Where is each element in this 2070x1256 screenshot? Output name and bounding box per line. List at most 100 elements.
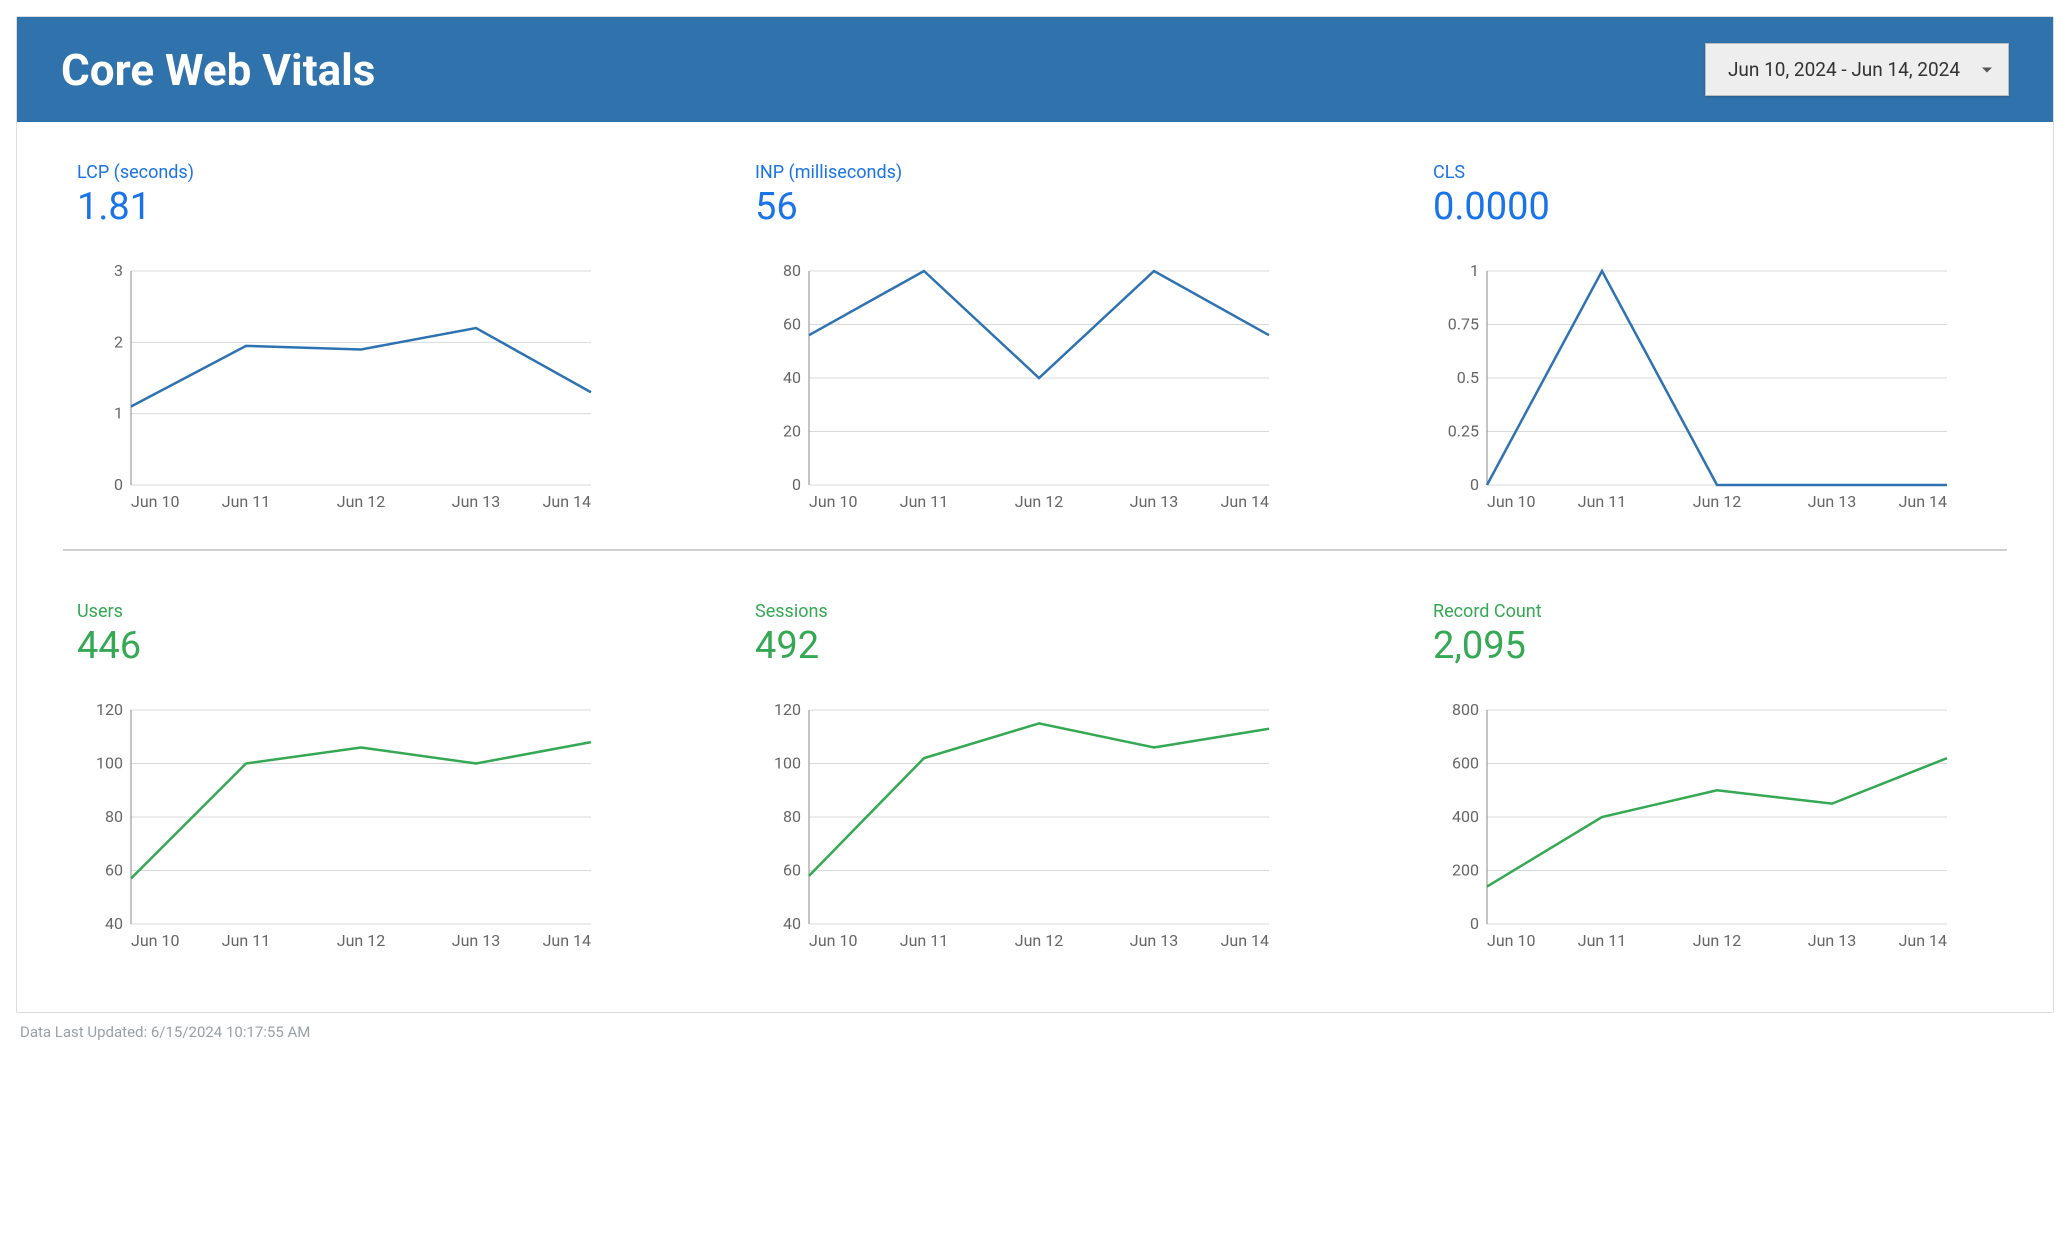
inp-value: 56 bbox=[755, 185, 1315, 229]
sessions-ytick: 80 bbox=[783, 807, 801, 826]
users-xtick: Jun 13 bbox=[452, 931, 500, 950]
inp-ytick: 80 bbox=[783, 263, 801, 280]
cls-xtick: Jun 11 bbox=[1578, 492, 1626, 511]
lcp-line bbox=[131, 328, 591, 406]
cls-ytick: 0.5 bbox=[1457, 368, 1479, 387]
users-xtick: Jun 10 bbox=[131, 931, 179, 950]
lcp-ytick: 3 bbox=[114, 263, 123, 280]
record-count-label: Record Count bbox=[1433, 601, 1993, 622]
page-title: Core Web Vitals bbox=[61, 44, 375, 96]
users-ytick: 60 bbox=[105, 861, 123, 880]
metric-row-vitals: LCP (seconds) 1.81 0 1 2 3 Jun 10 Jun 11 Jun 1… bbox=[37, 162, 2033, 513]
inp-xtick: Jun 13 bbox=[1130, 492, 1178, 511]
sessions-value: 492 bbox=[755, 624, 1315, 668]
inp-ytick: 60 bbox=[783, 315, 801, 334]
inp-chart-wrap: 0 20 40 60 80 Jun 10 Jun 11 Jun 12 Jun 13 Jun 14 bbox=[755, 263, 1275, 513]
record-count-value: 2,095 bbox=[1433, 624, 1993, 668]
dashboard-card: Core Web Vitals Jun 10, 2024 - Jun 14, 2… bbox=[16, 16, 2054, 1013]
record-count-xtick: Jun 11 bbox=[1578, 931, 1626, 950]
cls-xtick: Jun 10 bbox=[1487, 492, 1535, 511]
metric-row-engagement: Users 446 406080100120Jun 10Jun 11Jun 12… bbox=[37, 601, 2033, 952]
record-count-chart-wrap: 0 200 400 600 800 Jun 10 Jun 11 Jun 12 Jun 13 Jun… bbox=[1433, 702, 1953, 952]
users-ytick: 40 bbox=[105, 914, 123, 933]
sessions-xtick: Jun 13 bbox=[1130, 931, 1178, 950]
inp-ytick: 20 bbox=[783, 422, 801, 441]
cls-ytick: 1 bbox=[1470, 263, 1479, 280]
sessions-ytick: 100 bbox=[774, 754, 801, 773]
lcp-ytick: 0 bbox=[114, 475, 123, 494]
record-count-ytick: 400 bbox=[1452, 807, 1479, 826]
record-count-line bbox=[1487, 758, 1947, 886]
lcp-xtick: Jun 11 bbox=[222, 492, 270, 511]
inp-xtick: Jun 14 bbox=[1221, 492, 1269, 511]
sessions-xtick: Jun 10 bbox=[809, 931, 857, 950]
cls-chart: 0 0.25 0.5 0.75 1 Jun 10 Jun 11 Jun 12 Jun 13 Jun… bbox=[1433, 263, 1953, 513]
cls-xtick: Jun 14 bbox=[1899, 492, 1947, 511]
users-metric: Users 446 406080100120Jun 10Jun 11Jun 12… bbox=[77, 601, 637, 952]
lcp-xtick: Jun 10 bbox=[131, 492, 179, 511]
chevron-down-icon bbox=[1982, 67, 1992, 72]
record-count-ytick: 0 bbox=[1470, 914, 1479, 933]
dashboard-body: LCP (seconds) 1.81 0 1 2 3 Jun 10 Jun 11 Jun 1… bbox=[17, 122, 2053, 1012]
inp-ytick: 40 bbox=[783, 368, 801, 387]
lcp-metric: LCP (seconds) 1.81 0 1 2 3 Jun 10 Jun 11 Jun 1… bbox=[77, 162, 637, 513]
record-count-xtick: Jun 12 bbox=[1693, 931, 1741, 950]
lcp-value: 1.81 bbox=[77, 185, 637, 229]
record-count-xtick: Jun 13 bbox=[1808, 931, 1856, 950]
record-count-xtick: Jun 14 bbox=[1899, 931, 1947, 950]
cls-ytick: 0.75 bbox=[1448, 315, 1479, 334]
lcp-xtick: Jun 12 bbox=[337, 492, 385, 511]
users-ytick: 100 bbox=[96, 754, 123, 773]
record-count-ytick: 600 bbox=[1452, 754, 1479, 773]
users-chart-wrap: 40 60 80 100 120 Jun 10 Jun 11 Jun 12 Jun 13 Jun … bbox=[77, 702, 597, 952]
record-count-ytick: 200 bbox=[1452, 861, 1479, 880]
cls-label: CLS bbox=[1433, 162, 1993, 183]
header-bar: Core Web Vitals Jun 10, 2024 - Jun 14, 2… bbox=[17, 17, 2053, 122]
cls-xtick: Jun 13 bbox=[1808, 492, 1856, 511]
inp-metric: INP (milliseconds) 56 0 20 40 60 80 Jun 10 Jun… bbox=[755, 162, 1315, 513]
cls-ytick: 0 bbox=[1470, 475, 1479, 494]
record-count-ytick: 800 bbox=[1452, 702, 1479, 719]
lcp-xtick: Jun 14 bbox=[543, 492, 591, 511]
cls-metric: CLS 0.0000 0 0.25 0.5 0.75 1 Jun 10 Jun 11 Jun … bbox=[1433, 162, 1993, 513]
last-updated-footer: Data Last Updated: 6/15/2024 10:17:55 AM bbox=[16, 1023, 2054, 1041]
inp-ytick: 0 bbox=[792, 475, 801, 494]
sessions-xtick: Jun 11 bbox=[900, 931, 948, 950]
lcp-label: LCP (seconds) bbox=[77, 162, 637, 183]
users-ytick: 120 bbox=[96, 702, 123, 719]
inp-xtick: Jun 11 bbox=[900, 492, 948, 511]
cls-ytick: 0.25 bbox=[1448, 422, 1479, 441]
lcp-chart-wrap: 0123Jun 10Jun 11Jun 12Jun 13Jun 14 bbox=[77, 263, 597, 513]
sessions-ytick: 120 bbox=[774, 702, 801, 719]
record-count-metric: Record Count 2,095 0 200 400 600 800 Jun 10 Ju… bbox=[1433, 601, 1993, 952]
sessions-xtick: Jun 14 bbox=[1221, 931, 1269, 950]
lcp-ytick: 1 bbox=[114, 404, 123, 423]
users-xtick: Jun 14 bbox=[543, 931, 591, 950]
users-ytick: 80 bbox=[105, 807, 123, 826]
lcp-ytick: 2 bbox=[114, 332, 123, 351]
record-count-xtick: Jun 10 bbox=[1487, 931, 1535, 950]
sessions-chart-wrap: 40 60 80 100 120 Jun 10 Jun 11 Jun 12 Jun 13 Jun … bbox=[755, 702, 1275, 952]
sessions-label: Sessions bbox=[755, 601, 1315, 622]
inp-chart: 0 20 40 60 80 Jun 10 Jun 11 Jun 12 Jun 13 Jun 14 bbox=[755, 263, 1275, 513]
sessions-metric: Sessions 492 40 60 80 100 120 Jun 10 Jun 11 Jun… bbox=[755, 601, 1315, 952]
users-line bbox=[131, 742, 591, 878]
sessions-line bbox=[809, 723, 1269, 875]
inp-label: INP (milliseconds) bbox=[755, 162, 1315, 183]
users-xtick: Jun 12 bbox=[337, 931, 385, 950]
users-value: 446 bbox=[77, 624, 637, 668]
sessions-xtick: Jun 12 bbox=[1015, 931, 1063, 950]
sessions-chart: 40 60 80 100 120 Jun 10 Jun 11 Jun 12 Jun 13 Jun … bbox=[755, 702, 1275, 952]
record-count-chart: 0 200 400 600 800 Jun 10 Jun 11 Jun 12 Jun 13 Jun… bbox=[1433, 702, 1953, 952]
cls-chart-wrap: 0 0.25 0.5 0.75 1 Jun 10 Jun 11 Jun 12 Jun 13 Jun… bbox=[1433, 263, 1953, 513]
date-range-picker[interactable]: Jun 10, 2024 - Jun 14, 2024 bbox=[1705, 43, 2009, 96]
cls-value: 0.0000 bbox=[1433, 185, 1993, 229]
sessions-ytick: 60 bbox=[783, 861, 801, 880]
users-xtick: Jun 11 bbox=[222, 931, 270, 950]
sessions-ytick: 40 bbox=[783, 914, 801, 933]
lcp-chart: 0123Jun 10Jun 11Jun 12Jun 13Jun 14 bbox=[77, 263, 597, 513]
inp-xtick: Jun 10 bbox=[809, 492, 857, 511]
cls-xtick: Jun 12 bbox=[1693, 492, 1741, 511]
inp-xtick: Jun 12 bbox=[1015, 492, 1063, 511]
section-divider bbox=[63, 549, 2007, 551]
